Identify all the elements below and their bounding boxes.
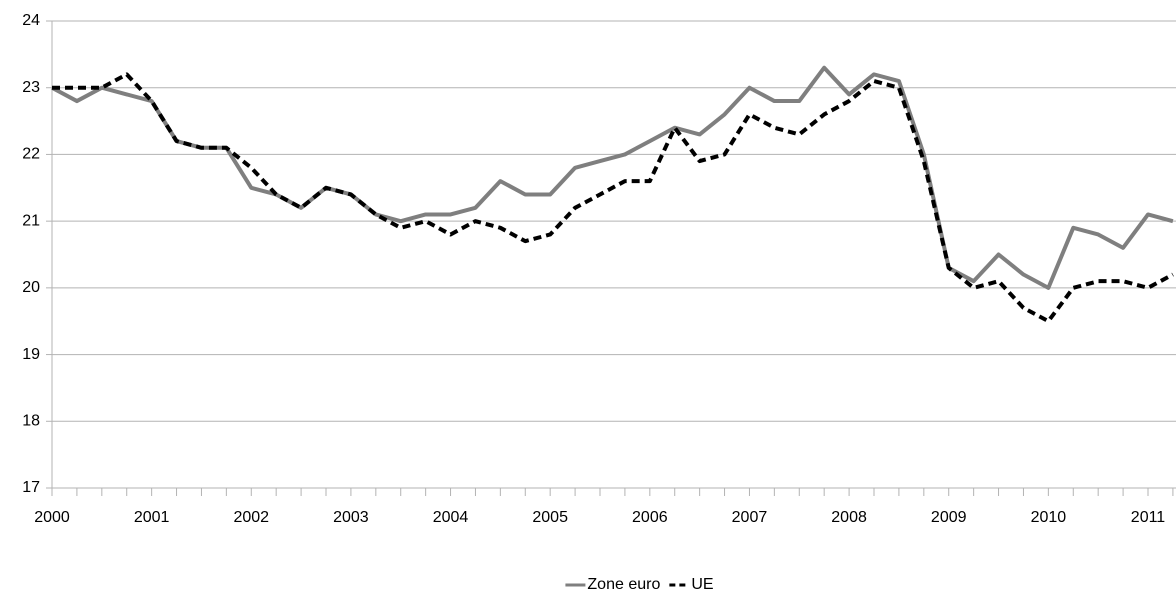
y-tick-label: 18 xyxy=(22,413,40,430)
x-tick-label: 2008 xyxy=(831,509,867,526)
y-tick-label: 17 xyxy=(22,479,40,496)
y-tick-label: 23 xyxy=(22,79,40,96)
x-tick-label: 2002 xyxy=(233,509,269,526)
x-tick-label: 2006 xyxy=(632,509,668,526)
legend-label: Zone euro xyxy=(587,576,660,593)
y-tick-label: 20 xyxy=(22,279,40,296)
y-tick-label: 22 xyxy=(22,146,40,163)
x-tick-label: 2004 xyxy=(433,509,469,526)
x-tick-label: 2005 xyxy=(532,509,568,526)
series-line xyxy=(51,65,1174,290)
x-tick-label: 2003 xyxy=(333,509,369,526)
legend-label: UE xyxy=(691,576,713,593)
y-tick-label: 19 xyxy=(22,346,40,363)
x-tick-label: 2000 xyxy=(34,509,70,526)
x-tick-label: 2010 xyxy=(1031,509,1067,526)
y-tick-label: 21 xyxy=(22,212,40,229)
x-tick-label: 2011 xyxy=(1131,509,1166,526)
x-tick-label: 2007 xyxy=(732,509,768,526)
x-tick-label: 2009 xyxy=(931,509,967,526)
y-tick-label: 24 xyxy=(22,12,40,29)
series-line xyxy=(52,72,1174,324)
x-tick-label: 2001 xyxy=(134,509,170,526)
